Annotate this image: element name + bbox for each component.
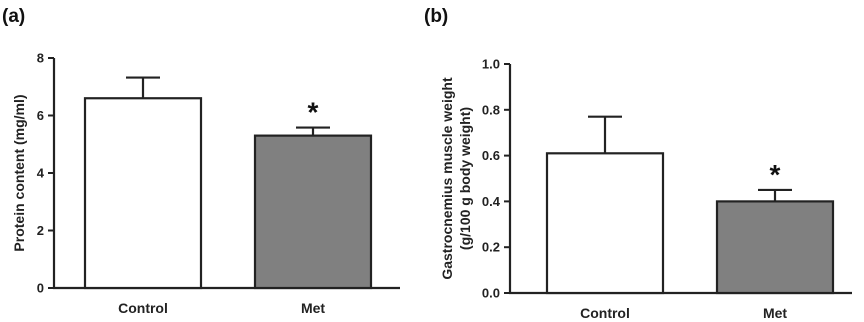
- panel-b-bar-control: [545, 152, 665, 295]
- panel-a-category-label: Control: [118, 300, 168, 316]
- panel-a-significance-marker: *: [308, 97, 319, 128]
- panel-a-bar-met: [253, 134, 373, 290]
- panel-a-category-labels: Control Met: [118, 300, 325, 316]
- panel-a-y-axis-title: Protein content (mg/ml): [11, 94, 27, 251]
- panel-b-y-tick-label: 0.8: [482, 102, 500, 117]
- panel-a-y-tick-label: 6: [37, 108, 44, 123]
- panel-a-label: (a): [2, 6, 25, 27]
- panel-b-y-axis-title-line: (g/100 g body weight): [457, 107, 473, 250]
- panel-a-category-label: Met: [301, 300, 325, 316]
- panel-b-bars: [545, 152, 835, 295]
- panel-b-category-label: Met: [763, 305, 787, 321]
- panel-a-y-tick-label: 8: [37, 51, 44, 66]
- panel-a-error-bars: [126, 76, 330, 136]
- panel-b-bar-met: [715, 200, 835, 295]
- panel-b-y-tick-label: 1.0: [482, 57, 500, 72]
- panel-b-significance: *: [770, 159, 781, 190]
- panel-a-y-tick-label: 4: [37, 166, 45, 181]
- panel-a-y-ticks: 0 2 4 6 8: [37, 51, 54, 296]
- panel-b-category-label: Control: [580, 305, 630, 321]
- panel-b-error-bars: [588, 115, 792, 202]
- panel-b-y-tick-label: 0.2: [482, 240, 500, 255]
- panel-a-bars: [83, 97, 373, 290]
- panel-a-bar-control: [83, 97, 203, 290]
- panel-b-y-axis-title: Gastrocnemius muscle weight (g/100 g body…: [439, 77, 473, 280]
- panel-a-y-tick-label: 0: [37, 281, 44, 296]
- panel-a-y-axis-title-line: Protein content (mg/ml): [11, 94, 27, 251]
- panel-b-significance-marker: *: [770, 159, 781, 190]
- panel-b-y-tick-label: 0.4: [482, 194, 501, 209]
- panel-a-significance: *: [308, 97, 319, 128]
- panel-a-y-tick-label: 2: [37, 223, 44, 238]
- panel-b-y-axis-title-line: Gastrocnemius muscle weight: [439, 77, 455, 280]
- panel-b-y-ticks: 0.0 0.2 0.4 0.6 0.8 1.0: [482, 57, 510, 301]
- panel-b-category-labels: Control Met: [580, 305, 787, 321]
- panel-a: (a) Protein content (mg/ml) 0 2 4 6 8 * Cont…: [2, 6, 400, 316]
- panel-b-label: (b): [424, 6, 448, 27]
- panel-b-y-tick-label: 0.6: [482, 148, 500, 163]
- panel-b-y-tick-label: 0.0: [482, 286, 500, 301]
- panel-b: (b) Gastrocnemius muscle weight (g/100 g …: [424, 6, 852, 321]
